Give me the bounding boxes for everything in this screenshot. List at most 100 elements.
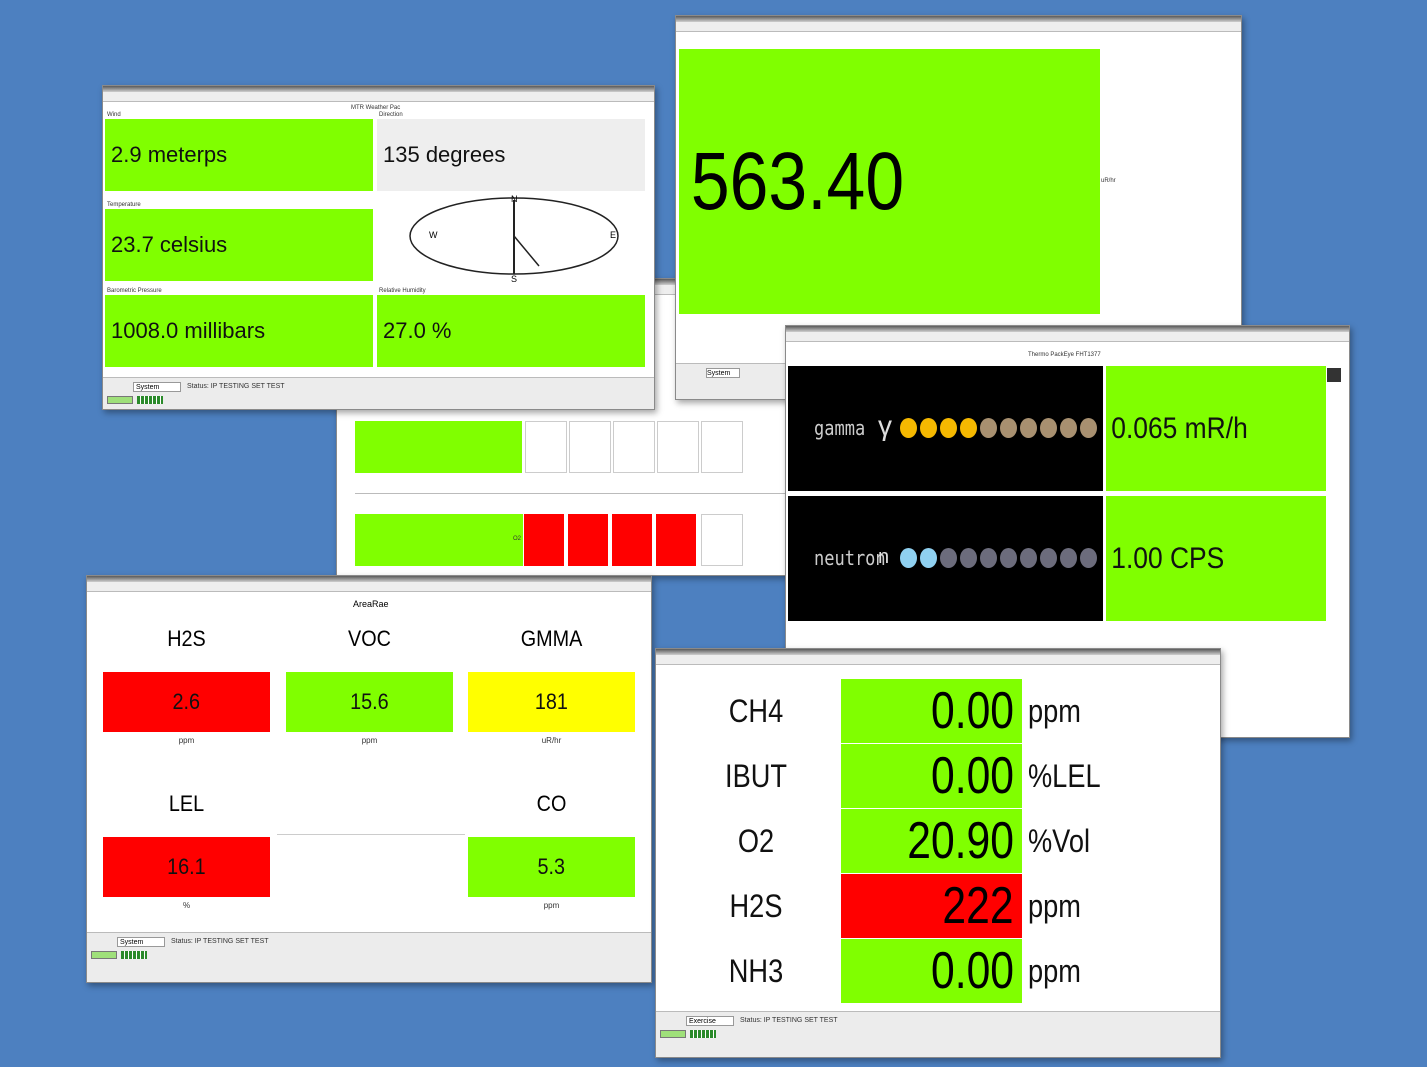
compass-letter: S — [511, 274, 518, 284]
cell — [569, 421, 611, 473]
radiation-symbol: γ — [878, 410, 892, 441]
title-bar — [786, 326, 1349, 332]
gas-value: 0.00 — [930, 682, 1014, 740]
reading-box: 1008.0 millibars — [105, 295, 373, 367]
sensor-name: H2S — [167, 626, 206, 651]
status-bar: Exercise Status: IP TESTING SET TEST — [656, 1011, 1220, 1057]
indicator-dot — [980, 548, 997, 568]
cell — [613, 421, 655, 473]
reading-value: 2.9 meterps — [111, 142, 228, 167]
gas-label: O2 — [512, 536, 521, 542]
compass-letter: W — [429, 230, 438, 240]
weather-window: MTR Weather Pac Wind 2.9 meterps Direction 1… — [102, 85, 655, 410]
gas-unit: ppm — [1028, 953, 1081, 989]
reading-box: 1.00 CPS — [1106, 496, 1326, 621]
sensor-unit: uR/hr — [541, 736, 562, 745]
indicator-dot — [1020, 418, 1037, 438]
reading-value: 23.7 celsius — [111, 232, 228, 257]
panel-label: Relative Humidity — [379, 288, 426, 294]
reading-box: 23.7 celsius — [105, 209, 373, 281]
spectrum-panel: neutron n — [788, 496, 1103, 621]
gas-box: 0.00 — [841, 679, 1022, 743]
sensor-name: VOC — [348, 626, 391, 651]
mode-select[interactable]: System — [133, 382, 181, 392]
sensor-unit: ppm — [361, 736, 378, 745]
gas-box: 0.00 — [841, 939, 1022, 1003]
title-bar — [656, 649, 1220, 655]
panel-label: Wind — [107, 112, 121, 118]
compass-dial — [409, 197, 619, 275]
cell — [355, 421, 522, 473]
arearae-window: AreaRae H2S 2.6 ppm VOC 15.6 ppm GMMA 181 uR/hr LE… — [86, 575, 652, 983]
sensor-box: 2.6 — [103, 672, 270, 732]
title-bar — [87, 576, 651, 582]
indicator-dot — [920, 548, 937, 568]
alarm-cell — [524, 514, 566, 566]
reading-value: 27.0 % — [383, 318, 452, 343]
gas-value: 0.00 — [930, 747, 1014, 805]
status-text: Status: IP TESTING SET TEST — [187, 383, 285, 390]
cell — [525, 421, 567, 473]
sensor-name: GMMA — [520, 626, 583, 651]
reading-box: 135 degrees — [377, 119, 645, 191]
sensor-value: 5.3 — [537, 854, 566, 879]
alarm-cell — [568, 514, 610, 566]
mode-select[interactable]: System — [706, 368, 740, 378]
reading-value: 1008.0 millibars — [111, 318, 266, 343]
cell: O2 — [355, 514, 523, 566]
indicator-dot — [960, 418, 977, 438]
indicator-dot — [1000, 548, 1017, 568]
gas-unit: ppm — [1028, 888, 1081, 924]
indicator-dot — [900, 418, 917, 438]
indicator-dot — [940, 418, 957, 438]
gas-name: NH3 — [728, 953, 784, 989]
signal-bars — [137, 396, 163, 404]
divider — [355, 493, 785, 494]
panel-label: Direction — [379, 112, 403, 118]
signal-bars — [690, 1030, 716, 1038]
status-bar: System Status: IP TESTING SET TEST — [103, 377, 654, 409]
title-bar — [103, 86, 654, 92]
gas-unit: %Vol — [1028, 823, 1090, 859]
indicator-dot — [980, 418, 997, 438]
indicator-dot — [1080, 418, 1097, 438]
reading-box: 0.065 mR/h — [1106, 366, 1326, 491]
dose-value: 563.40 — [690, 135, 905, 227]
indicator-dot — [900, 548, 917, 568]
dose-unit: uR/hr — [1101, 178, 1116, 184]
sensor-box: 5.3 — [468, 837, 635, 897]
window-title: Thermo PackEye FHT1377 — [1028, 352, 1101, 358]
menu-bar — [103, 92, 654, 102]
menu-bar — [786, 332, 1349, 342]
sensor-value: 15.6 — [350, 689, 389, 714]
mode-select[interactable]: System — [117, 937, 165, 947]
reading-box: 27.0 % — [377, 295, 645, 367]
radiation-label: gamma — [814, 416, 866, 440]
sensor-name: CO — [536, 791, 567, 816]
indicator-dot — [1040, 548, 1057, 568]
sensor-box: 181 — [468, 672, 635, 732]
sensor-unit: ppm — [543, 901, 560, 910]
dose-box: 563.40 — [679, 49, 1100, 314]
radiation-label: neutron — [814, 546, 886, 570]
sensor-value: 2.6 — [172, 689, 201, 714]
indicator-dot — [1060, 418, 1077, 438]
indicator-dot — [960, 548, 977, 568]
gas-window: CH4 0.00 ppm IBUT 0.00 %LEL O2 20.90 %Vol H2S 222 p… — [655, 648, 1221, 1058]
indicator-dot — [1080, 548, 1097, 568]
sensor-value: 16.1 — [167, 854, 206, 879]
mode-select[interactable]: Exercise — [686, 1016, 734, 1026]
gas-value: 222 — [942, 877, 1014, 935]
panel-label: Temperature — [107, 202, 141, 208]
status-text: Status: IP TESTING SET TEST — [171, 938, 269, 945]
signal-meter — [91, 951, 117, 959]
cell — [701, 514, 743, 566]
cell — [657, 421, 699, 473]
panel-label: Barometric Pressure — [107, 288, 162, 294]
indicator-dot — [1040, 418, 1057, 438]
gas-value: 0.00 — [930, 942, 1014, 1000]
gas-box: 20.90 — [841, 809, 1022, 873]
gas-box: 222 — [841, 874, 1022, 938]
alarm-cell — [656, 514, 698, 566]
